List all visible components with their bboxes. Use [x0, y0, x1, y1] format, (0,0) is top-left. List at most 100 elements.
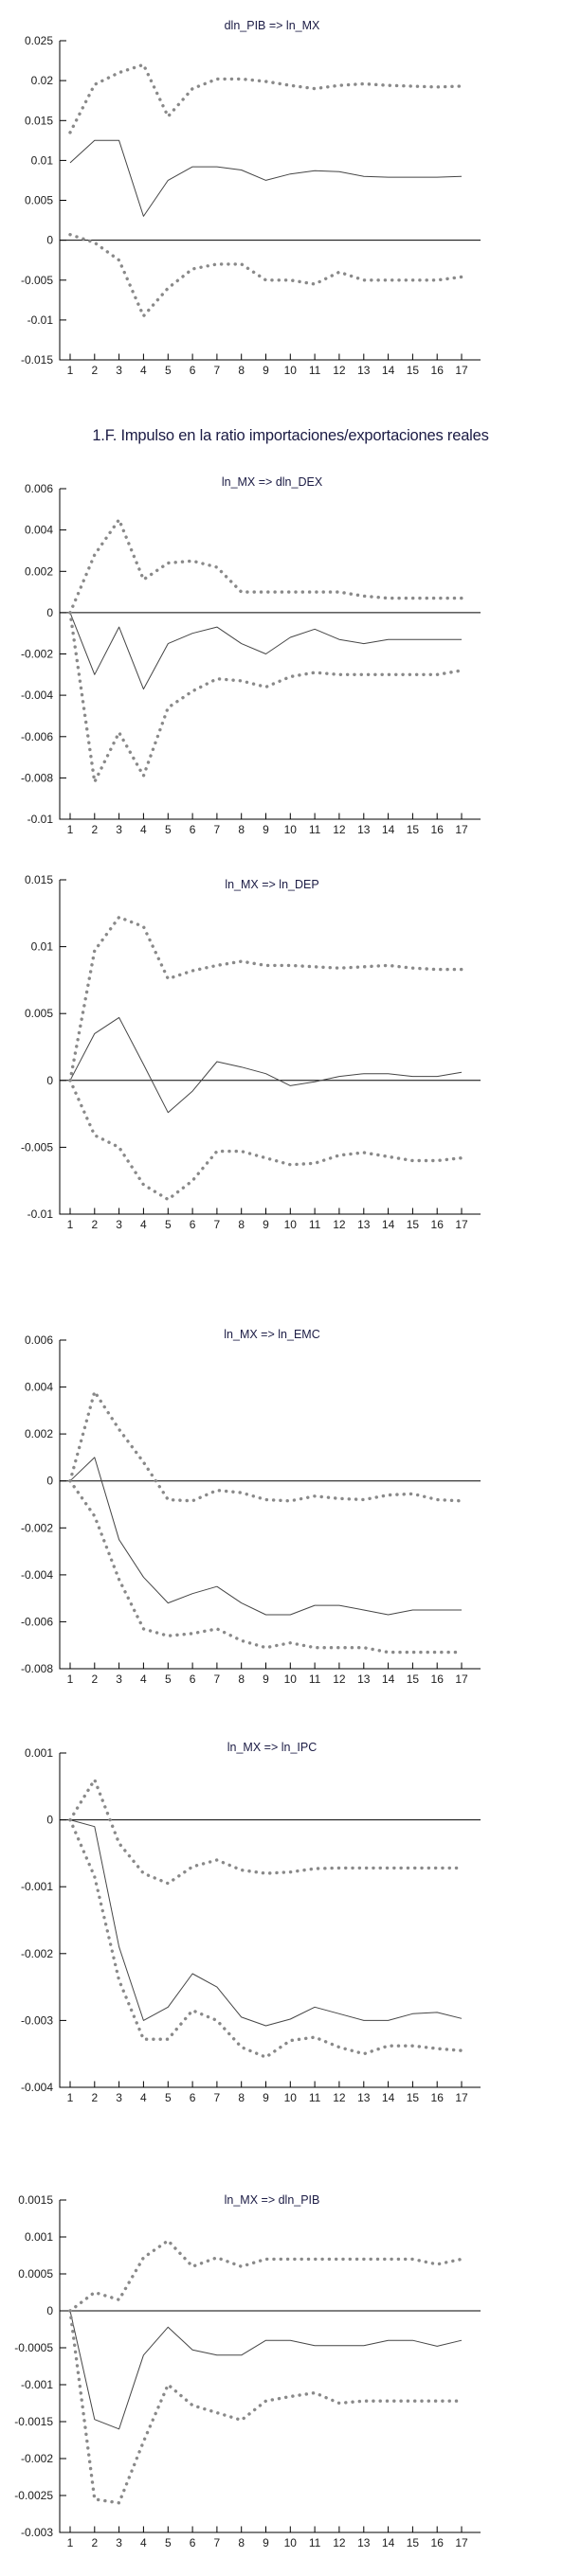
chart-canvas-ln-mx-to-dln-pib: ln_MX => dln_PIB 0.0015 0.001 0.0005 0 -0.00… — [14, 2193, 481, 2549]
y-tick-label: -0.008 — [21, 771, 53, 784]
x-tick-label: 17 — [455, 2536, 468, 2549]
x-tick-label: 17 — [455, 1673, 468, 1686]
x-tick-label: 9 — [263, 2536, 269, 2549]
chart-title: dln_PIB => ln_MX — [225, 19, 320, 32]
chart-ln-mx-to-dln-dex: ln_MX => dln_DEX 0.006 0.004 0.002 0 -0.002 -… — [0, 462, 581, 843]
x-tick-label: 1 — [67, 2091, 74, 2104]
x-tick-label: 7 — [214, 364, 221, 377]
x-tick-label: 15 — [407, 823, 420, 836]
x-tick-label: 9 — [263, 364, 269, 377]
x-tick-label: 11 — [309, 2091, 321, 2104]
y-tick-label: 0 — [46, 2304, 53, 2317]
upper-confidence-band-line — [68, 1778, 463, 1886]
x-tick-label: 9 — [263, 2091, 269, 2104]
x-tick-label: 11 — [309, 1218, 321, 1231]
axes — [59, 2199, 481, 2533]
y-tick-label: 0.015 — [25, 873, 53, 886]
chart-canvas-ln-mx-to-ln-dep: ln_MX => ln_DEP 0.015 0.01 0.005 0 -0.005 -0.… — [21, 873, 481, 1231]
y-tick-label: -0.01 — [27, 1208, 54, 1221]
x-tick-label: 12 — [333, 2091, 346, 2104]
y-tick-label: 0.02 — [31, 74, 54, 87]
x-tick-label: 15 — [407, 1673, 420, 1686]
y-axis-labels: 0.006 0.004 0.002 0 -0.002 -0.004 -0.006 -0.008… — [21, 482, 53, 826]
x-tick-label: 6 — [190, 1218, 196, 1231]
x-tick-label: 6 — [190, 364, 196, 377]
x-tick-label: 15 — [407, 2536, 420, 2549]
x-tick-label: 5 — [165, 364, 172, 377]
y-tick-label: 0 — [46, 606, 53, 619]
chart-canvas-ln-mx-to-ln-ipc: ln_MX => ln_IPC 0.001 0 -0.001 -0.002 -0.003… — [21, 1741, 481, 2104]
x-axis-labels: 1 2 3 4 5 6 7 8 9 10 11 12 13 14 15 16 17 — [67, 823, 468, 836]
y-tick-label: 0.002 — [25, 1427, 53, 1440]
x-tick-label: 14 — [382, 2536, 395, 2549]
impulse-response-line — [69, 2310, 463, 2430]
chart-canvas-dln-pib-to-ln-mx: dln_PIB => ln_MX 0.025 0.02 0.015 0.01 0.005… — [21, 19, 481, 377]
y-tick-label: 0.015 — [25, 114, 53, 127]
x-tick-label: 10 — [284, 364, 298, 377]
upper-confidence-band-line — [68, 518, 463, 615]
y-axis-labels: 0.025 0.02 0.015 0.01 0.005 0 -0.005 -0.01 -0.01… — [21, 34, 53, 367]
x-tick-label: 2 — [91, 364, 98, 377]
x-tick-label: 8 — [238, 1218, 245, 1231]
y-tick-label: -0.01 — [27, 813, 54, 826]
x-axis-labels: 1 2 3 4 5 6 7 8 9 10 11 12 13 14 15 16 17 — [67, 1673, 468, 1686]
y-tick-label: -0.001 — [21, 1880, 53, 1893]
y-tick-label: -0.002 — [21, 648, 53, 661]
y-tick-label: 0.005 — [25, 194, 53, 207]
y-tick-label: 0 — [46, 234, 53, 247]
y-tick-label: 0.025 — [25, 34, 53, 47]
y-tick-label: -0.0005 — [14, 2341, 53, 2354]
x-tick-label: 16 — [431, 1218, 445, 1231]
x-tick-label: 2 — [91, 2091, 98, 2104]
axes — [59, 40, 481, 361]
x-tick-label: 6 — [190, 1673, 196, 1686]
x-tick-label: 11 — [309, 364, 321, 377]
x-tick-label: 3 — [116, 1673, 122, 1686]
y-tick-label: -0.005 — [21, 274, 53, 287]
x-tick-label: 9 — [263, 1673, 269, 1686]
x-tick-label: 15 — [407, 2091, 420, 2104]
x-tick-label: 7 — [214, 823, 221, 836]
y-tick-label: -0.002 — [21, 1947, 53, 1960]
x-tick-label: 10 — [284, 823, 298, 836]
x-tick-label: 3 — [116, 2091, 122, 2104]
upper-confidence-band-line — [68, 1389, 463, 1503]
y-tick-label: -0.006 — [21, 1615, 53, 1628]
y-tick-label: -0.005 — [21, 1140, 53, 1154]
y-tick-label: -0.004 — [21, 689, 53, 702]
x-tick-label: 7 — [214, 2536, 221, 2549]
y-tick-label: -0.004 — [21, 2081, 53, 2094]
chart-title: ln_MX => ln_IPC — [227, 1741, 318, 1754]
x-tick-label: 14 — [382, 1218, 395, 1231]
x-tick-label: 17 — [455, 1218, 468, 1231]
x-tick-label: 3 — [116, 823, 122, 836]
x-axis-labels: 1 2 3 4 5 6 7 8 9 10 11 12 13 14 15 16 17 — [67, 364, 468, 377]
y-tick-label: -0.006 — [21, 730, 53, 743]
chart-title: ln_MX => dln_DEX — [222, 475, 323, 489]
x-tick-label: 3 — [116, 364, 122, 377]
x-tick-label: 6 — [190, 2091, 196, 2104]
y-tick-label: 0.004 — [25, 1381, 53, 1394]
y-tick-label: 0 — [46, 1814, 53, 1827]
x-tick-label: 2 — [91, 1218, 98, 1231]
y-tick-label: -0.002 — [21, 2452, 53, 2465]
y-tick-label: 0.01 — [31, 940, 54, 954]
chart-title: ln_MX => ln_EMC — [224, 1328, 319, 1341]
x-tick-label: 15 — [407, 364, 420, 377]
impulse-response-line — [69, 1457, 462, 1616]
x-tick-label: 16 — [431, 1673, 445, 1686]
x-tick-label: 2 — [91, 823, 98, 836]
y-tick-label: -0.001 — [21, 2378, 53, 2391]
impulse-response-line — [69, 1819, 463, 2027]
x-tick-label: 14 — [382, 823, 395, 836]
x-tick-label: 9 — [263, 823, 269, 836]
x-tick-label: 16 — [431, 2091, 445, 2104]
y-tick-label: -0.008 — [21, 1662, 53, 1675]
y-tick-label: -0.004 — [21, 1568, 53, 1582]
x-tick-label: 5 — [165, 1673, 172, 1686]
y-tick-label: -0.003 — [21, 2526, 53, 2539]
upper-confidence-band-line — [68, 2239, 463, 2313]
axes — [59, 488, 481, 820]
x-tick-label: 10 — [284, 1218, 298, 1231]
x-tick-label: 1 — [67, 364, 74, 377]
